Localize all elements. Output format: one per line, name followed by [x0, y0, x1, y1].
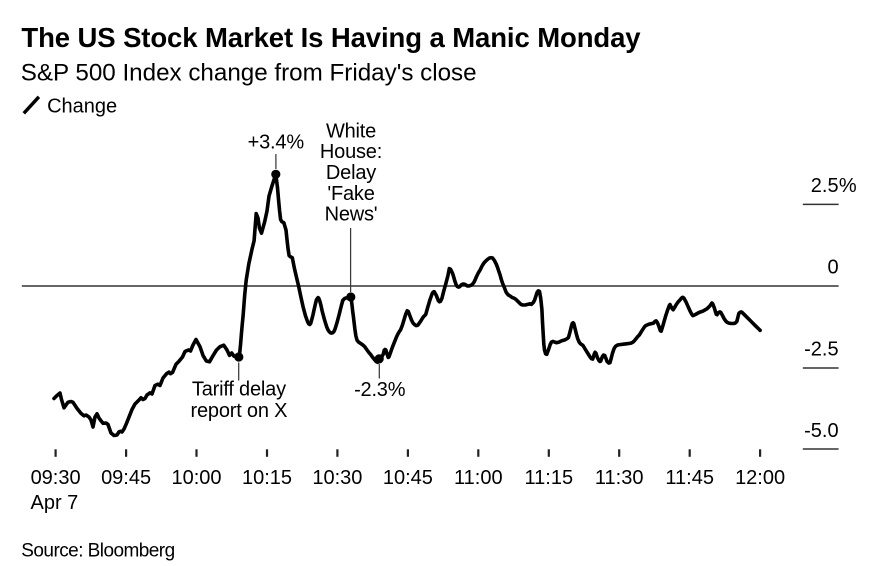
svg-text:09:45: 09:45 — [101, 467, 151, 489]
svg-text:report on X: report on X — [191, 400, 288, 422]
svg-text:The US Stock Market Is Having: The US Stock Market Is Having a Manic Mo… — [21, 22, 641, 53]
svg-text:0: 0 — [827, 256, 838, 278]
svg-text:10:15: 10:15 — [242, 467, 292, 489]
svg-text:+3.4%: +3.4% — [248, 132, 305, 154]
svg-text:S&P 500 Index change from Frid: S&P 500 Index change from Friday's close — [21, 60, 477, 87]
svg-text:Apr 7: Apr 7 — [31, 492, 79, 514]
svg-text:-2.5: -2.5 — [804, 339, 838, 361]
svg-text:11:15: 11:15 — [525, 467, 574, 489]
svg-text:11:00: 11:00 — [454, 467, 503, 489]
svg-text:11:45: 11:45 — [665, 467, 714, 489]
svg-text:10:45: 10:45 — [383, 467, 433, 489]
svg-text:'Fake: 'Fake — [327, 183, 374, 205]
svg-text:-2.3%: -2.3% — [354, 379, 406, 401]
svg-text:Delay: Delay — [326, 162, 376, 184]
svg-text:House:: House: — [320, 141, 382, 163]
svg-text:White: White — [326, 120, 376, 142]
svg-text:2.5: 2.5 — [811, 175, 839, 197]
svg-text:Source: Bloomberg: Source: Bloomberg — [21, 540, 174, 561]
svg-text:News': News' — [325, 204, 378, 226]
svg-text:10:30: 10:30 — [312, 467, 362, 489]
svg-text:-5.0: -5.0 — [804, 420, 838, 442]
svg-text:09:30: 09:30 — [31, 467, 81, 489]
svg-text:12:00: 12:00 — [735, 467, 785, 489]
svg-text:Tariff delay: Tariff delay — [192, 379, 286, 401]
svg-text:11:30: 11:30 — [595, 467, 644, 489]
svg-text:Change: Change — [47, 96, 117, 118]
svg-text:10:00: 10:00 — [171, 467, 221, 489]
svg-text:%: % — [839, 175, 857, 197]
